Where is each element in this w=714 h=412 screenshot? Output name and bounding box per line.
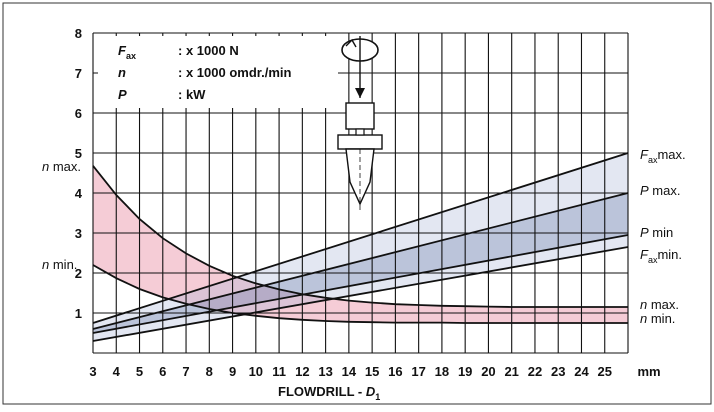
legend-symbol: P bbox=[118, 87, 127, 102]
y-tick-label: 1 bbox=[75, 306, 82, 321]
x-tick-label: 9 bbox=[229, 364, 236, 379]
band-fax-band bbox=[93, 153, 628, 341]
legend-text: : x 1000 omdr./min bbox=[178, 65, 291, 80]
series-line-fax-max- bbox=[92, 152, 629, 324]
band-p-band bbox=[93, 193, 628, 333]
band-n-band bbox=[93, 165, 628, 323]
left-series-label: n max. bbox=[42, 159, 81, 174]
bands-layer bbox=[93, 153, 628, 341]
x-tick-label: 8 bbox=[206, 364, 213, 379]
x-tick-label: 20 bbox=[481, 364, 495, 379]
x-tick-label: 6 bbox=[159, 364, 166, 379]
series-line-p-max- bbox=[92, 192, 629, 330]
x-tick-label: 7 bbox=[182, 364, 189, 379]
y-tick-label: 5 bbox=[75, 146, 82, 161]
legend-symbol: Fax bbox=[118, 43, 136, 61]
x-tick-label: 3 bbox=[89, 364, 96, 379]
rotation-arrow bbox=[345, 38, 357, 48]
y-tick-label: 2 bbox=[75, 266, 82, 281]
right-series-label: P max. bbox=[640, 183, 680, 198]
legend-text: : x 1000 N bbox=[178, 43, 239, 58]
y-tick-label: 6 bbox=[75, 106, 82, 121]
series-line-n-min- bbox=[92, 264, 628, 324]
y-tick-label: 3 bbox=[75, 226, 82, 241]
legend-symbol: n bbox=[118, 65, 126, 80]
right-series-label: n min. bbox=[640, 311, 675, 326]
right-series-label: Faxmin. bbox=[640, 247, 682, 265]
y-tick-label: 8 bbox=[75, 26, 82, 41]
tool-neck bbox=[355, 128, 365, 136]
right-series-label: n max. bbox=[640, 297, 679, 312]
x-tick-label: 5 bbox=[136, 364, 143, 379]
x-tick-label: 10 bbox=[249, 364, 263, 379]
axis-arrowhead bbox=[355, 88, 365, 98]
x-tick-label: 11 bbox=[272, 364, 286, 379]
legend-text: : kW bbox=[178, 87, 206, 102]
series-line-n-max- bbox=[92, 165, 628, 308]
drill-illustration bbox=[337, 36, 383, 210]
x-tick-label: 25 bbox=[598, 364, 612, 379]
x-tick-label: 16 bbox=[388, 364, 402, 379]
tool-shoulder bbox=[337, 134, 383, 150]
x-tick-label: 17 bbox=[411, 364, 425, 379]
y-tick-label: 7 bbox=[75, 66, 82, 81]
x-tick-label: 22 bbox=[528, 364, 542, 379]
series-line-p-min bbox=[92, 234, 629, 334]
x-tick-label: 14 bbox=[342, 364, 357, 379]
right-series-label: Faxmax. bbox=[640, 147, 686, 165]
series-layer bbox=[92, 152, 629, 342]
x-tick-label: 13 bbox=[318, 364, 332, 379]
left-series-label: n min. bbox=[42, 257, 77, 272]
outer-frame bbox=[2, 2, 712, 405]
right-series-label: P min bbox=[640, 225, 673, 240]
x-tick-label: 18 bbox=[435, 364, 449, 379]
x-tick-label: 19 bbox=[458, 364, 472, 379]
x-tick-label: 4 bbox=[113, 364, 121, 379]
x-tick-label: 15 bbox=[365, 364, 379, 379]
x-tick-label: 23 bbox=[551, 364, 565, 379]
x-axis-title: FLOWDRILL - D1 bbox=[278, 384, 380, 402]
x-tick-label: 12 bbox=[295, 364, 309, 379]
y-tick-label: 4 bbox=[75, 186, 83, 201]
x-tick-label: 24 bbox=[574, 364, 589, 379]
tool-collar bbox=[345, 102, 375, 130]
x-unit-label: mm bbox=[637, 364, 660, 379]
series-line-fax-min- bbox=[92, 246, 629, 342]
legend-box bbox=[98, 36, 338, 108]
x-tick-label: 21 bbox=[504, 364, 518, 379]
